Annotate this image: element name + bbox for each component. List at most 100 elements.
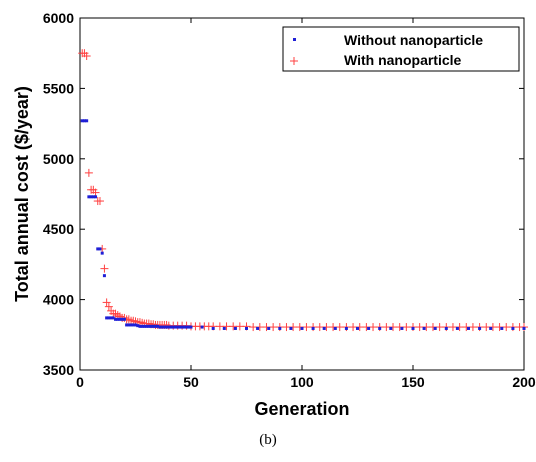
point-without-nanoparticle	[171, 325, 175, 329]
point-without-nanoparticle	[145, 324, 149, 328]
point-without-nanoparticle	[131, 323, 135, 327]
point-without-nanoparticle	[187, 325, 191, 329]
point-without-nanoparticle	[182, 325, 186, 329]
legend-marker-without-nanoparticle	[293, 38, 296, 41]
point-without-nanoparticle	[189, 325, 193, 329]
point-without-nanoparticle	[118, 317, 122, 321]
figure-caption: (b)	[259, 432, 277, 448]
point-without-nanoparticle	[356, 326, 359, 330]
y-tick-label: 3500	[43, 362, 74, 378]
point-without-nanoparticle	[222, 326, 226, 330]
y-axis-ticks: 3500 4000 4500 5000 5500 6000	[43, 10, 524, 378]
point-without-nanoparticle	[333, 326, 337, 330]
x-axis-ticks: 0 50 100 150 200	[76, 18, 536, 390]
x-tick-label: 100	[290, 374, 314, 390]
point-with-nanoparticle	[91, 188, 100, 197]
y-tick-label: 5000	[43, 151, 74, 167]
point-without-nanoparticle	[411, 326, 415, 330]
point-without-nanoparticle	[367, 326, 371, 330]
point-without-nanoparticle	[278, 326, 282, 330]
point-with-nanoparticle	[104, 302, 113, 311]
point-without-nanoparticle	[134, 323, 137, 327]
point-without-nanoparticle	[87, 195, 91, 199]
point-without-nanoparticle	[169, 325, 173, 329]
point-without-nanoparticle	[156, 324, 160, 328]
point-with-nanoparticle	[100, 264, 109, 273]
point-without-nanoparticle	[511, 326, 515, 330]
point-without-nanoparticle	[162, 325, 166, 329]
point-without-nanoparticle	[142, 324, 146, 328]
data-points	[78, 49, 528, 332]
legend-marker-with-nanoparticle	[290, 57, 298, 65]
point-without-nanoparticle	[378, 326, 382, 330]
point-without-nanoparticle	[98, 247, 102, 251]
point-without-nanoparticle	[138, 324, 142, 328]
point-without-nanoparticle	[94, 195, 98, 199]
point-without-nanoparticle	[153, 324, 157, 328]
point-without-nanoparticle	[422, 326, 426, 330]
point-without-nanoparticle	[127, 323, 131, 327]
point-without-nanoparticle	[467, 326, 470, 330]
point-without-nanoparticle	[444, 326, 448, 330]
point-without-nanoparticle	[129, 323, 133, 327]
point-without-nanoparticle	[120, 317, 124, 321]
point-without-nanoparticle	[109, 316, 113, 320]
point-without-nanoparticle	[82, 119, 86, 123]
point-without-nanoparticle	[200, 325, 204, 329]
x-tick-label: 150	[401, 374, 425, 390]
point-without-nanoparticle	[173, 325, 177, 329]
point-without-nanoparticle	[125, 323, 129, 327]
point-without-nanoparticle	[165, 325, 169, 329]
point-without-nanoparticle	[111, 316, 115, 320]
point-without-nanoparticle	[136, 324, 140, 328]
point-without-nanoparticle	[185, 325, 189, 329]
legend-label-with-nanoparticle: With nanoparticle	[344, 52, 462, 68]
point-without-nanoparticle	[105, 316, 109, 320]
point-without-nanoparticle	[91, 195, 95, 199]
x-tick-label: 0	[76, 374, 84, 390]
point-with-nanoparticle	[82, 52, 91, 61]
y-tick-label: 4500	[43, 221, 74, 237]
scatter-chart: 3500 4000 4500 5000 5500 6000 0 50 100 150 200 Ge…	[12, 10, 536, 419]
legend-box	[282, 26, 520, 72]
point-without-nanoparticle	[233, 326, 237, 330]
point-without-nanoparticle	[122, 317, 126, 321]
point-without-nanoparticle	[180, 325, 184, 329]
point-without-nanoparticle	[478, 326, 482, 330]
point-without-nanoparticle	[344, 326, 348, 330]
point-with-nanoparticle	[95, 197, 104, 206]
point-without-nanoparticle	[96, 247, 100, 251]
point-without-nanoparticle	[176, 325, 180, 329]
point-without-nanoparticle	[147, 324, 151, 328]
point-without-nanoparticle	[100, 251, 104, 255]
point-without-nanoparticle	[267, 326, 271, 330]
point-with-nanoparticle	[102, 298, 111, 307]
point-without-nanoparticle	[149, 324, 153, 328]
legend: Without nanoparticle With nanoparticle	[282, 26, 520, 72]
point-without-nanoparticle	[151, 324, 155, 328]
point-without-nanoparticle	[158, 325, 162, 329]
point-without-nanoparticle	[80, 119, 84, 123]
y-tick-label: 5500	[43, 80, 74, 96]
point-without-nanoparticle	[433, 326, 437, 330]
point-without-nanoparticle	[389, 326, 393, 330]
point-without-nanoparticle	[167, 325, 171, 329]
y-tick-label: 6000	[43, 10, 74, 26]
point-without-nanoparticle	[489, 326, 493, 330]
point-without-nanoparticle	[256, 326, 260, 330]
point-without-nanoparticle	[455, 326, 459, 330]
point-without-nanoparticle	[289, 326, 293, 330]
point-without-nanoparticle	[116, 317, 120, 321]
point-without-nanoparticle	[300, 326, 304, 330]
point-without-nanoparticle	[160, 325, 164, 329]
point-without-nanoparticle	[140, 324, 144, 328]
plot-area	[79, 17, 525, 371]
x-tick-label: 50	[183, 374, 199, 390]
point-without-nanoparticle	[211, 326, 215, 330]
point-without-nanoparticle	[311, 326, 315, 330]
point-without-nanoparticle	[114, 317, 118, 321]
point-without-nanoparticle	[107, 316, 111, 320]
point-without-nanoparticle	[102, 274, 106, 278]
x-tick-label: 200	[512, 374, 536, 390]
point-without-nanoparticle	[322, 326, 326, 330]
